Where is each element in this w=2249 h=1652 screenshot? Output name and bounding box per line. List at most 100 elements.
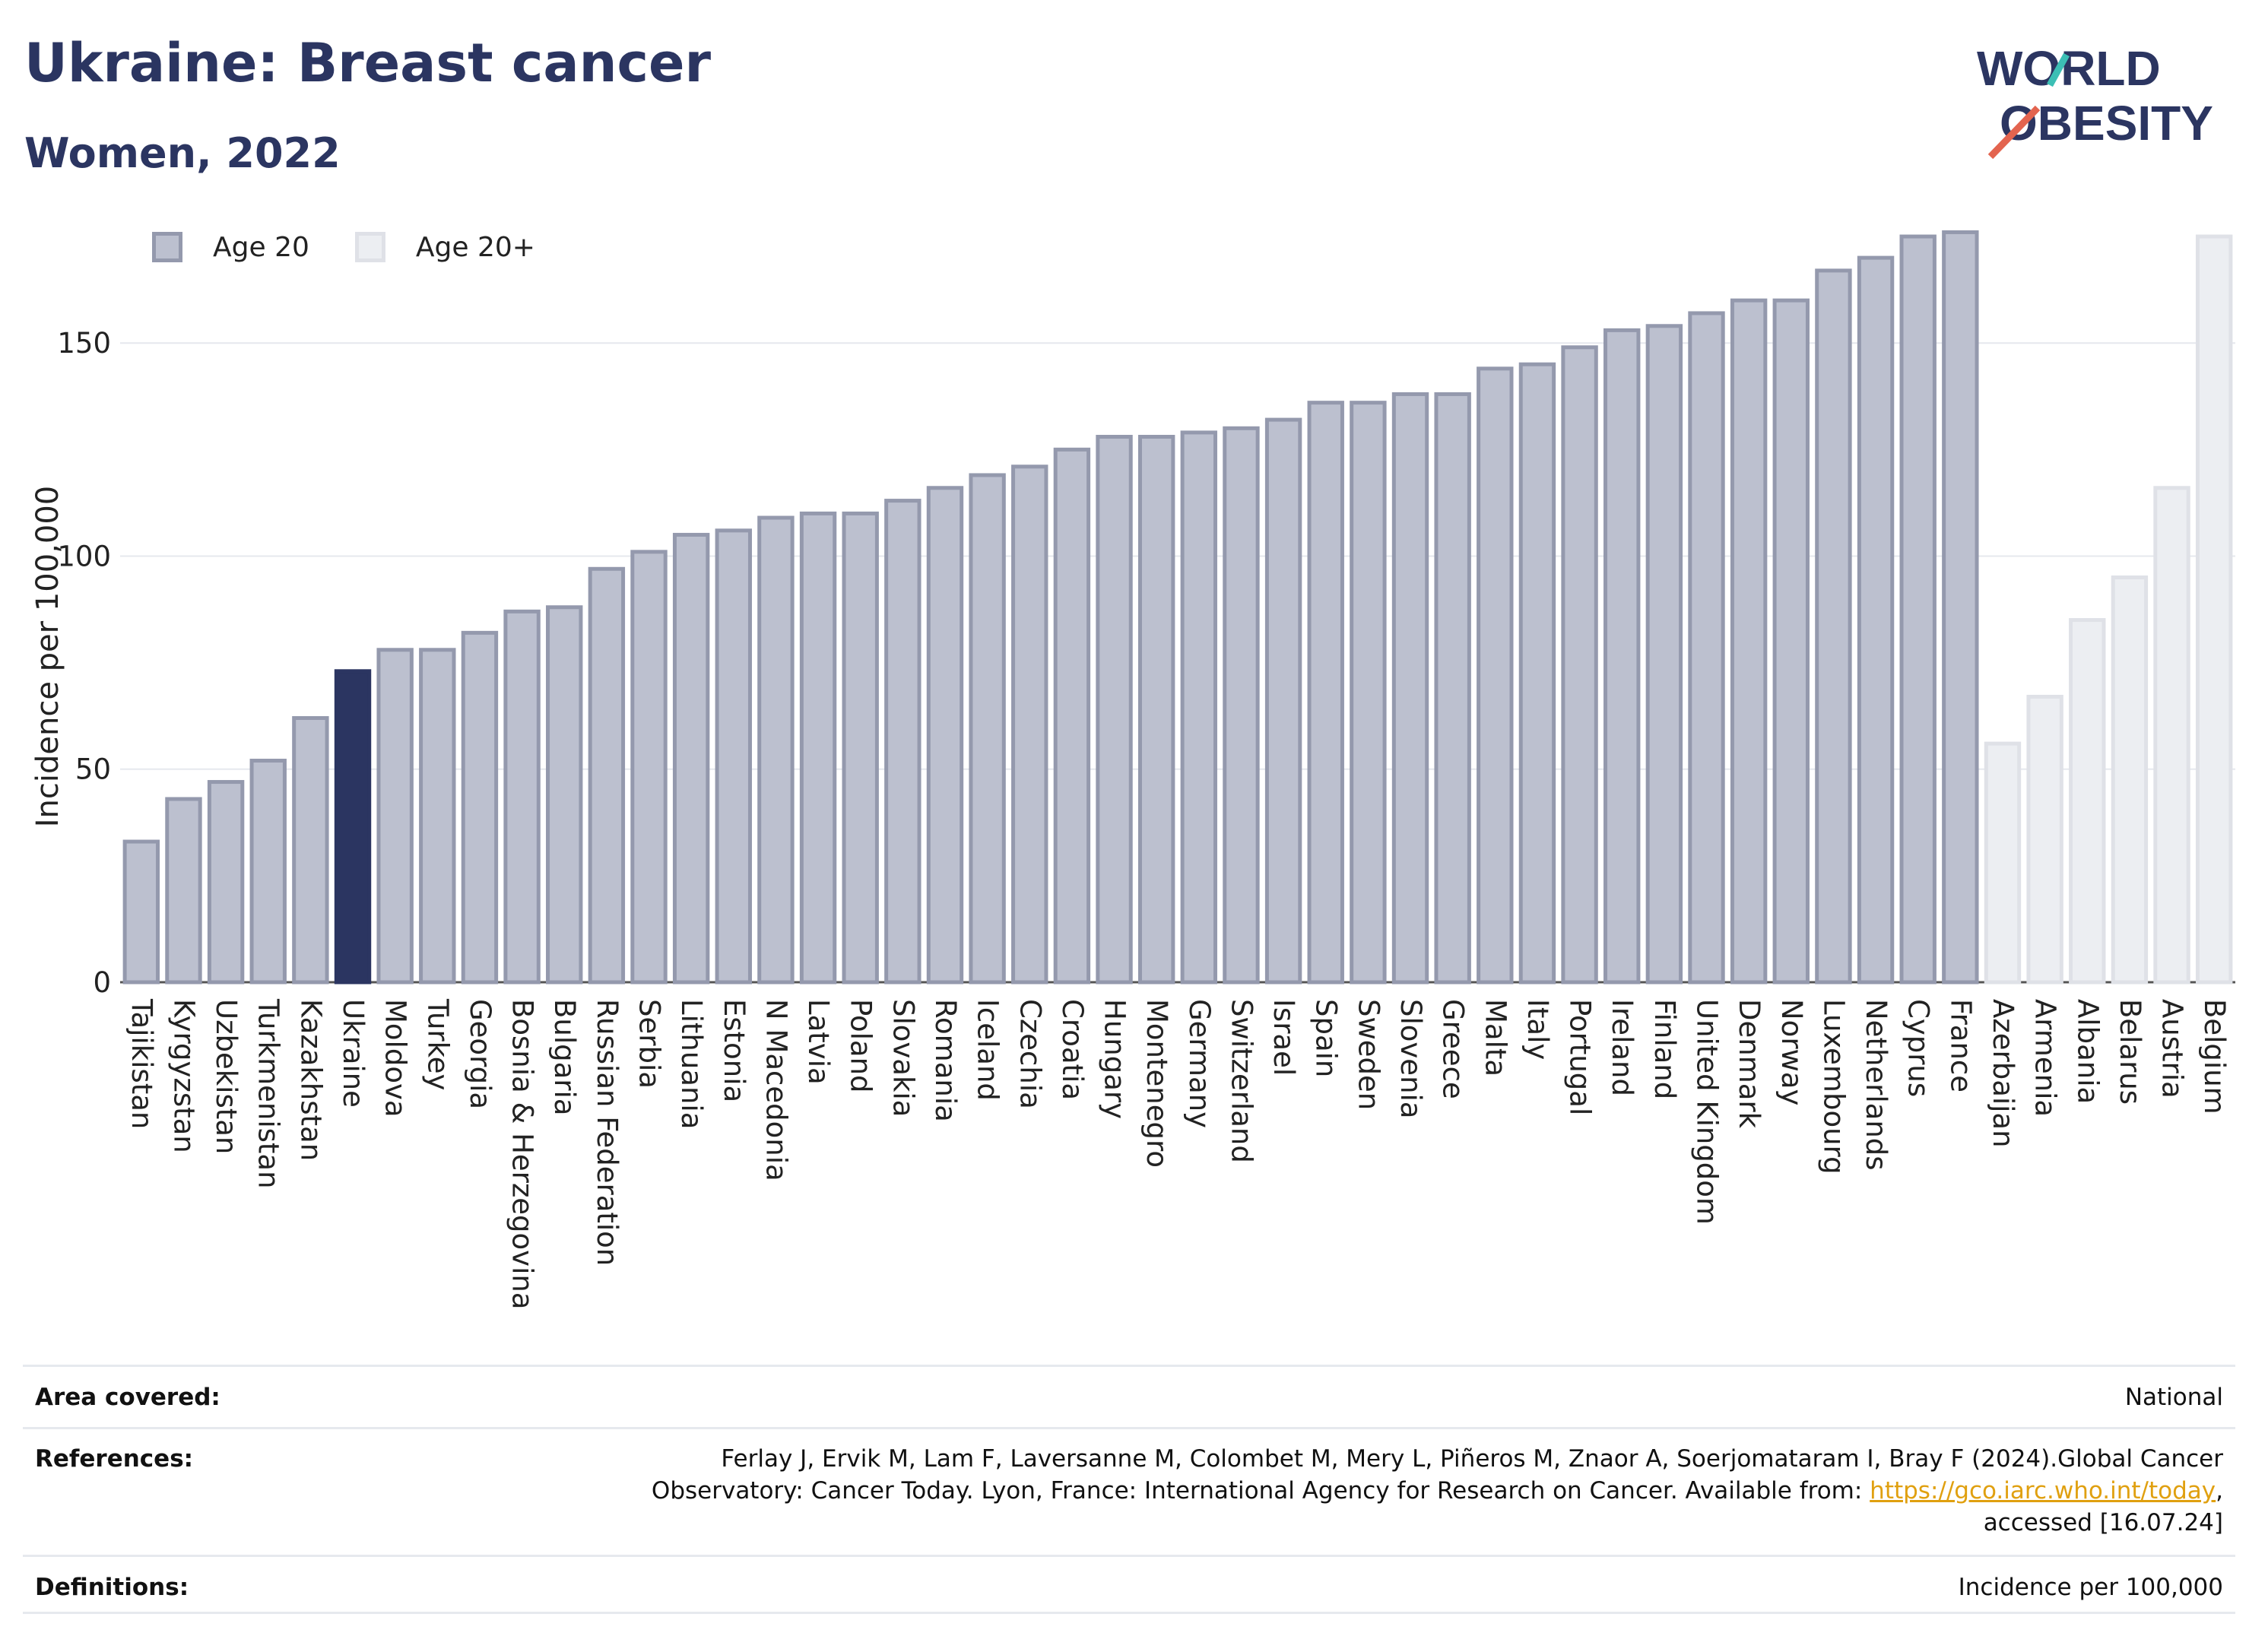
world-obesity-logo: WORLD OBESITY <box>1977 41 2213 160</box>
references-line2: Observatory: Cancer Today. Lyon, France:… <box>652 1475 2223 1507</box>
y-tick-label: 0 <box>93 966 111 999</box>
bar-lithuania <box>672 532 710 985</box>
x-tick-label: Germany <box>1183 999 1216 1128</box>
x-tick-label: Belarus <box>2114 999 2146 1105</box>
bar-romania <box>926 486 964 985</box>
x-tick-label: Ukraine <box>337 999 370 1108</box>
metadata-table: Area covered: National References: Ferla… <box>23 1365 2235 1617</box>
bar-n-macedonia <box>757 515 795 985</box>
area-covered-value: National <box>2124 1383 2223 1411</box>
bar-sweden <box>1350 401 1387 985</box>
bar-hungary <box>1096 435 1133 985</box>
x-tick-label: France <box>1944 999 1977 1092</box>
bar-belgium <box>2195 234 2233 985</box>
bar-slovakia <box>884 499 921 985</box>
x-tick-label: Albania <box>2071 999 2104 1104</box>
area-covered-label: Area covered: <box>35 1383 220 1411</box>
bar-germany <box>1180 430 1218 985</box>
bar-spain <box>1307 401 1344 985</box>
x-tick-label: Malta <box>1479 999 1511 1076</box>
bar-israel <box>1264 417 1302 985</box>
y-tick-label: 100 <box>57 540 111 572</box>
legend-label-age20: Age 20 <box>213 231 309 263</box>
references-line3: accessed [16.07.24] <box>1983 1509 2223 1536</box>
bar-latvia <box>799 511 837 985</box>
bar-portugal <box>1561 345 1598 985</box>
x-tick-label: Tajikistan <box>125 998 158 1129</box>
bar-georgia <box>461 630 499 985</box>
x-tick-label: Bosnia & Herzegovina <box>506 999 539 1309</box>
references-line1: Ferlay J, Ervik M, Lam F, Laversanne M, … <box>721 1445 2223 1473</box>
x-tick-label: Romania <box>929 999 962 1122</box>
bar-kyrgyzstan <box>165 797 202 985</box>
y-tick-label: 150 <box>57 327 111 360</box>
bar-albania <box>2069 618 2106 985</box>
bar-uzbekistan <box>207 780 245 985</box>
x-tick-label: Denmark <box>1733 999 1765 1129</box>
bar-czechia <box>1011 465 1048 985</box>
bar-bosnia-herzegovina <box>503 609 541 985</box>
bar-belarus <box>2111 575 2149 985</box>
x-tick-label: Azerbaijan <box>1987 999 2019 1148</box>
x-tick-label: Czechia <box>1013 999 1046 1109</box>
x-tick-label: Hungary <box>1099 999 1131 1119</box>
x-tick-label: Slovenia <box>1394 999 1427 1118</box>
bar-estonia <box>715 528 752 985</box>
x-tick-label: N Macedonia <box>760 999 792 1181</box>
legend-swatch-age20 <box>152 232 182 262</box>
bar-serbia <box>630 550 668 985</box>
x-tick-label: Greece <box>1437 999 1470 1099</box>
x-tick-label: Italy <box>1521 999 1554 1060</box>
x-tick-label: Uzbekistan <box>210 999 243 1154</box>
x-tick-label: Lithuania <box>675 999 708 1129</box>
references-value: Ferlay J, Ervik M, Lam F, Laversanne M, … <box>652 1443 2223 1555</box>
bar-iceland <box>969 473 1006 985</box>
bar-russian-federation <box>588 566 626 985</box>
x-tick-label: Austria <box>2156 999 2189 1099</box>
bar-cyprus <box>1899 234 1937 985</box>
references-link[interactable]: https://gco.iarc.who.int/today <box>1870 1477 2216 1505</box>
meta-row-area: Area covered: National <box>23 1365 2235 1427</box>
bar-turkmenistan <box>249 759 287 985</box>
legend: Age 20 Age 20+ <box>152 228 581 266</box>
x-tick-label: Latvia <box>802 999 835 1085</box>
references-line2-text: Observatory: Cancer Today. Lyon, France:… <box>651 1477 1870 1505</box>
x-tick-label: Luxembourg <box>1817 999 1850 1175</box>
x-tick-label: Portugal <box>1564 999 1597 1115</box>
bar-slovenia <box>1391 392 1429 985</box>
x-tick-label: Armenia <box>2029 999 2062 1117</box>
bar-bulgaria <box>546 605 583 985</box>
bar-ukraine <box>334 669 372 985</box>
x-tick-label: Belgium <box>2198 999 2231 1115</box>
page-subtitle: Women, 2022 <box>24 129 341 177</box>
x-tick-label: Serbia <box>633 999 666 1089</box>
bar-netherlands <box>1857 255 1895 985</box>
x-tick-label: Estonia <box>718 999 750 1102</box>
bar-chart: 0 50 100 150 Incidence per 100,000 Tajikistan… <box>30 230 2235 1309</box>
x-tick-label: Croatia <box>1056 999 1089 1100</box>
bar-turkey <box>419 648 456 985</box>
bar-tajikistan <box>122 839 160 985</box>
x-tick-label: Spain <box>1310 999 1343 1077</box>
x-tick-label: Finland <box>1648 999 1681 1099</box>
x-tick-label: Poland <box>845 999 877 1093</box>
definitions-value: Incidence per 100,000 <box>1958 1573 2223 1601</box>
metadata-bottom-rule <box>23 1612 2235 1614</box>
bar-austria <box>2153 486 2190 985</box>
bar-moldova <box>376 648 414 985</box>
legend-item-age20plus: Age 20+ <box>354 232 535 263</box>
x-tick-label: Sweden <box>1352 999 1385 1110</box>
x-tick-label: Switzerland <box>1225 999 1258 1163</box>
x-tick-label: Cyprus <box>1902 999 1935 1097</box>
x-tick-label: Moldova <box>379 999 412 1118</box>
y-tick-label: 50 <box>75 753 111 786</box>
bar-norway <box>1772 298 1810 985</box>
bar-switzerland <box>1223 426 1260 985</box>
legend-item-age20: Age 20 <box>152 232 309 263</box>
page-title: Ukraine: Breast cancer <box>24 32 711 94</box>
meta-row-references: References: Ferlay J, Ervik M, Lam F, La… <box>23 1427 2235 1555</box>
bar-united-kingdom <box>1688 311 1725 985</box>
x-tick-label: Norway <box>1775 999 1808 1105</box>
legend-swatch-age20plus <box>354 232 385 262</box>
definitions-label: Definitions: <box>35 1573 189 1601</box>
